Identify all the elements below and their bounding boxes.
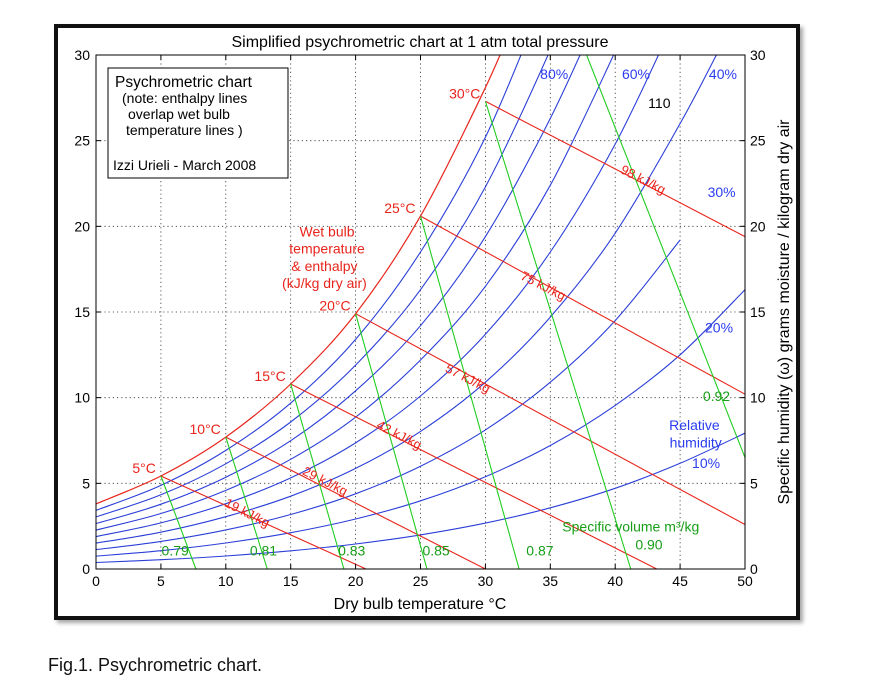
rh-caption-2: humidity (670, 434, 722, 450)
rh-curve-100 (96, 55, 501, 505)
wet-bulb-line-5 (160, 475, 367, 569)
specific-volume-label-0-81: 0.81 (250, 542, 277, 558)
rh-curve-80 (96, 55, 549, 518)
rh-label-10: 10% (692, 455, 720, 471)
wet-bulb-label-5: 5°C (132, 460, 156, 476)
x-tick-label: 30 (478, 573, 494, 589)
info-box: Psychrometric chart (note: enthalpy line… (107, 67, 289, 179)
specific-volume-label-0-83: 0.83 (338, 542, 365, 558)
x-tick-label: 45 (672, 573, 688, 589)
info-box-note-1: (note: enthalpy lines (122, 90, 247, 106)
x-tick-label: 0 (92, 573, 100, 589)
wet-bulb-caption-4: (kJ/kg dry air) (282, 275, 367, 291)
specific-volume-label-0-92: 0.92 (703, 388, 730, 404)
y-tick-label-right: 30 (750, 47, 766, 63)
rh-curve-50 (96, 55, 660, 538)
info-box-author: Izzi Urieli - March 2008 (113, 157, 256, 173)
specific-volume-line-0-83 (290, 383, 345, 569)
rh-label-20: 20% (705, 320, 733, 336)
specific-volume-label-0-87: 0.87 (526, 542, 553, 558)
specific-volume-line-0-79 (160, 475, 197, 569)
specific-volume-line-0-87 (419, 215, 520, 569)
grid (96, 55, 745, 569)
specific-volume-label-0-90: 0.90 (635, 536, 662, 552)
x-tick-label: 40 (607, 573, 623, 589)
specific-volume-caption: Specific volume m³/kg (562, 518, 699, 534)
rh-curve-60 (96, 55, 615, 531)
extra-label-110: 110 (648, 95, 671, 111)
specific-volume-line-0-81 (225, 436, 268, 569)
wet-bulb-label-30: 30°C (449, 85, 480, 101)
specific-volume-line-0-90 (484, 101, 632, 569)
chart-title: Simplified psychrometric chart at 1 atm … (231, 34, 608, 51)
info-box-note-3: temperature lines ) (126, 122, 243, 138)
wet-bulb-line-15 (290, 383, 657, 569)
y-tick-label-right: 15 (750, 304, 766, 320)
rh-curve-90 (96, 55, 522, 511)
y-tick-label-right: 0 (750, 561, 758, 577)
x-tick-label: 50 (737, 573, 753, 589)
y-tick-label-left: 15 (74, 304, 90, 320)
rh-curve-30 (96, 239, 681, 551)
x-tick-label: 5 (157, 573, 165, 589)
y-tick-label-right: 20 (750, 218, 766, 234)
y-axis-label-right: Specific humidity (ω) grams moisture / k… (776, 119, 793, 505)
wet-bulb-caption-1: Wet bulb (300, 224, 355, 240)
rh-label-40: 40% (709, 66, 737, 82)
y-tick-label-left: 0 (82, 561, 90, 577)
x-tick-label: 35 (543, 573, 559, 589)
rh-label-80: 80% (540, 66, 568, 82)
y-tick-label-left: 10 (74, 390, 90, 406)
y-tick-label-left: 25 (74, 133, 90, 149)
y-tick-label-right: 10 (750, 390, 766, 406)
y-tick-label-right: 5 (750, 475, 758, 491)
rh-curve-10 (96, 432, 745, 564)
x-axis-label: Dry bulb temperature °C (334, 596, 507, 613)
x-tick-label: 20 (348, 573, 364, 589)
chart-frame: 0 5 10 15 20 25 30 35 40 45 50 0 0 5 5 10 10 15 15 20 20 25 25… (54, 24, 800, 620)
specific-volume-label-0-85: 0.85 (422, 542, 449, 558)
y-tick-label-left: 20 (74, 218, 90, 234)
x-tick-label: 25 (413, 573, 429, 589)
wet-bulb-caption-3: & enthalpy (291, 258, 357, 274)
wet-bulb-line-20 (355, 313, 745, 525)
wet-bulb-label-15: 15°C (254, 368, 285, 384)
wet-bulb-label-10: 10°C (190, 421, 221, 437)
wet-bulb-line-25 (420, 215, 745, 395)
specific-volume-line-0-85 (355, 313, 428, 569)
rh-curve-20 (96, 289, 745, 557)
info-box-note-2: overlap wet bulb (128, 106, 230, 122)
wet-bulb-caption-2: temperature (289, 241, 365, 257)
rh-label-30: 30% (708, 184, 736, 200)
specific-volume-label-0-79: 0.79 (162, 542, 189, 558)
y-tick-label-left: 5 (82, 475, 90, 491)
curves (96, 55, 745, 569)
y-tick-label-right: 25 (750, 133, 766, 149)
rh-label-60: 60% (622, 66, 650, 82)
rh-caption-1: Relative (669, 417, 720, 433)
y-tick-label-left: 30 (74, 47, 90, 63)
wet-bulb-label-25: 25°C (384, 200, 415, 216)
wet-bulb-line-30 (485, 100, 745, 238)
figure-caption: Fig.1. Psychrometric chart. (48, 655, 263, 675)
x-tick-label: 15 (283, 573, 299, 589)
x-tick-label: 10 (218, 573, 234, 589)
wet-bulb-label-20: 20°C (319, 298, 350, 314)
wet-bulb-line-10 (225, 436, 486, 569)
info-box-title: Psychrometric chart (115, 74, 253, 91)
specific-volume-line-0-92 (586, 55, 745, 458)
